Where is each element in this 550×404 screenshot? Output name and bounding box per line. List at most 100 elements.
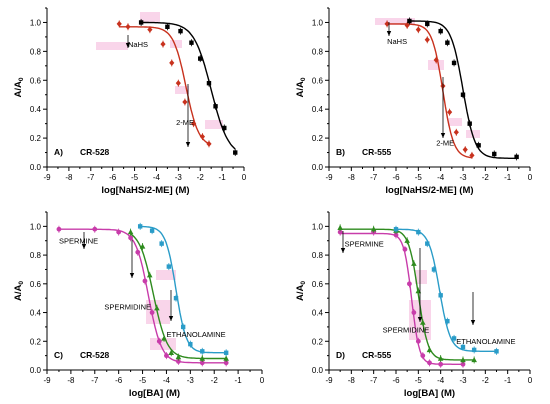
y-tick-label: 0.8 <box>312 251 324 260</box>
x-tick-label: -5 <box>415 173 423 182</box>
series-2-me <box>138 18 238 157</box>
x-tick-label: -1 <box>235 376 243 385</box>
data-point <box>149 228 155 233</box>
data-point <box>56 226 62 232</box>
data-point <box>165 24 170 29</box>
y-tick-label: 1.0 <box>30 18 42 27</box>
data-point <box>222 125 227 131</box>
compound-label: CR-555 <box>362 147 392 157</box>
series-spermine <box>337 228 466 368</box>
highlight-mark <box>415 270 427 284</box>
data-point <box>460 92 466 97</box>
data-point <box>462 146 468 153</box>
data-point <box>154 305 160 311</box>
x-tick-label: -7 <box>370 173 378 182</box>
x-tick-label: -5 <box>139 376 147 385</box>
data-point <box>199 133 206 140</box>
annotation-label: SPERMIDINE <box>104 303 151 312</box>
x-tick-label: -6 <box>392 376 400 385</box>
data-point <box>173 295 179 301</box>
data-point <box>424 36 430 43</box>
fit-curve <box>396 228 497 352</box>
x-tick-label: -8 <box>67 376 75 385</box>
y-axis-label: A/A0 <box>13 77 25 97</box>
x-tick-label: -6 <box>392 173 400 182</box>
data-point <box>467 121 472 126</box>
data-point <box>415 26 421 33</box>
data-point <box>223 360 229 366</box>
arrow-head <box>81 244 87 249</box>
axis-frame <box>328 212 530 371</box>
data-point <box>135 249 141 255</box>
data-point <box>471 356 477 363</box>
x-tick-label: -8 <box>348 376 356 385</box>
arrow-head <box>386 31 392 36</box>
y-tick-label: 0.2 <box>30 134 42 143</box>
arrow-head <box>185 142 191 147</box>
data-point <box>180 324 186 330</box>
series-2-me <box>407 17 519 161</box>
y-tick-label: 1.0 <box>312 18 324 27</box>
y-axis-label: A/A0 <box>295 281 307 301</box>
fit-curve <box>130 233 227 360</box>
x-tick-label: -4 <box>153 173 161 182</box>
highlight-mark <box>448 118 462 126</box>
data-point <box>453 129 459 136</box>
data-point <box>160 41 166 48</box>
data-point <box>199 360 205 366</box>
arrow-head <box>417 317 423 322</box>
data-point <box>189 40 194 45</box>
data-point <box>191 120 197 127</box>
x-tick-label: -3 <box>459 173 467 182</box>
series-ethanolamine <box>137 222 229 357</box>
annotation-label: SPERMIDINE <box>383 326 430 335</box>
data-point <box>445 318 450 324</box>
data-point <box>420 319 426 325</box>
data-point <box>494 349 499 354</box>
y-tick-label: 0.0 <box>30 163 42 172</box>
x-tick-label: -4 <box>163 376 171 385</box>
axis-frame <box>328 8 530 168</box>
data-point <box>159 241 164 246</box>
data-point <box>146 272 153 278</box>
data-point <box>161 335 167 341</box>
data-point <box>166 264 172 269</box>
data-point <box>223 350 229 355</box>
annotation-label: ETHANOLAMINE <box>456 337 515 346</box>
data-point <box>471 347 477 353</box>
data-point <box>425 21 430 27</box>
highlight-mark <box>428 60 444 70</box>
data-point <box>116 229 122 235</box>
y-tick-label: 0.4 <box>312 309 324 318</box>
x-tick-label: -3 <box>187 376 195 385</box>
x-tick-label: -2 <box>482 173 490 182</box>
x-tick-label: -1 <box>504 173 512 182</box>
annotation-label: NaHS <box>387 37 407 46</box>
x-tick-label: -9 <box>43 173 51 182</box>
data-point <box>199 355 206 361</box>
data-point <box>407 281 412 287</box>
data-point <box>178 28 183 34</box>
highlight-mark <box>140 12 160 22</box>
fit-curve <box>141 21 236 150</box>
data-point <box>437 355 444 361</box>
highlight-mark <box>375 18 415 25</box>
highlight-mark <box>156 270 176 280</box>
data-point <box>128 235 134 241</box>
data-point <box>460 344 466 350</box>
y-tick-label: 0.0 <box>312 163 324 172</box>
highlight-mark <box>205 120 223 129</box>
data-point <box>433 57 439 64</box>
x-tick-label: -6 <box>115 376 123 385</box>
y-tick-label: 0.2 <box>30 337 42 346</box>
x-axis-label: log[BA] (M) <box>129 388 180 399</box>
y-tick-label: 0.6 <box>30 280 42 289</box>
fit-curve <box>58 228 227 364</box>
data-point <box>460 356 466 363</box>
highlight-mark <box>175 86 189 94</box>
x-tick-label: -8 <box>65 173 73 182</box>
data-point <box>200 349 205 354</box>
panel-label: A) <box>54 147 63 157</box>
data-point <box>164 353 169 359</box>
y-axis-label: A/A0 <box>295 77 307 97</box>
